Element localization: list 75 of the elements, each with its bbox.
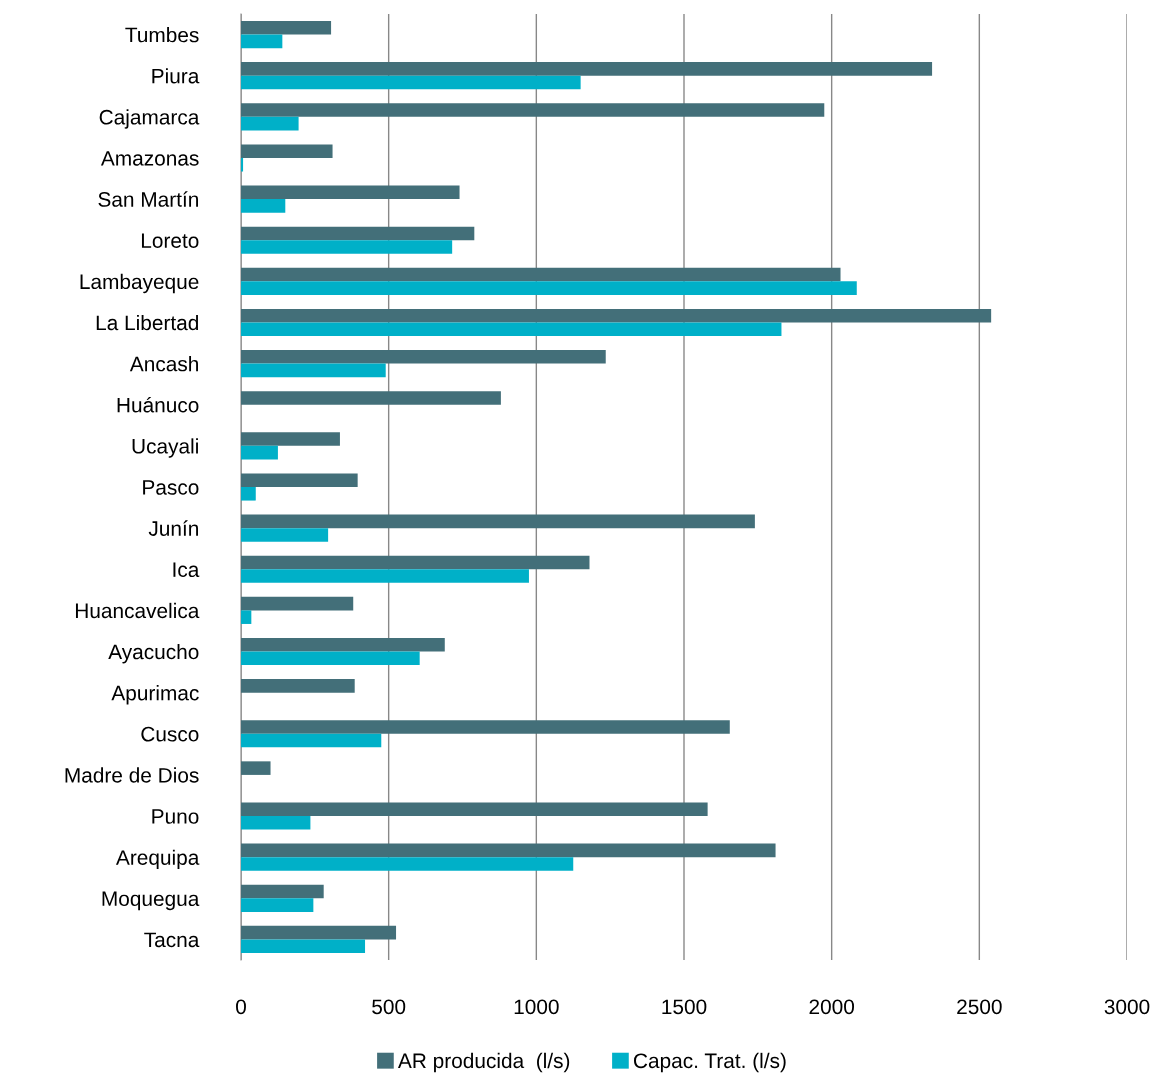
y-tick-label: Lambayeque (80, 273, 199, 294)
bar (241, 802, 708, 817)
x-tick-label: 1500 (662, 999, 707, 1015)
y-tick-label: Madre de Dios (65, 767, 199, 783)
y-tick-label: Moquegua (102, 891, 200, 911)
legend-label: AR producida (l/s) (397, 1052, 570, 1073)
y-tick-label: Loreto (141, 233, 199, 248)
y-tick-label: Arequipa (115, 849, 200, 870)
bar (241, 857, 574, 871)
bar (241, 651, 420, 666)
bar (241, 116, 299, 131)
bar (241, 761, 271, 775)
bar (241, 939, 366, 954)
bar (241, 281, 857, 295)
bar (241, 363, 386, 378)
bar (241, 103, 825, 117)
bar (241, 514, 755, 529)
y-tick-label: Junín (148, 520, 198, 536)
y-tick-label: San Martín (98, 191, 198, 207)
bar (241, 157, 244, 172)
bar (241, 75, 581, 90)
y-tick-label: Huancavelica (75, 602, 200, 619)
y-tick-label: Puno (152, 809, 199, 824)
bar (241, 240, 453, 254)
bar (241, 445, 278, 460)
x-tick-label: 500 (372, 999, 406, 1015)
bar (241, 199, 286, 213)
bar (241, 20, 332, 35)
bar (241, 733, 382, 748)
y-tick-label: Ucayali (132, 438, 198, 458)
y-tick-label: Amazonas (100, 151, 199, 166)
bar (241, 679, 355, 693)
bar (241, 308, 992, 323)
bar (241, 267, 841, 282)
bar (241, 528, 329, 542)
bar (241, 391, 501, 405)
bar (241, 555, 590, 570)
bar (241, 610, 252, 624)
bar (241, 843, 776, 858)
bar (241, 596, 354, 611)
bar (241, 569, 529, 583)
legend-label: Capac. Trat. (l/s) (634, 1052, 786, 1073)
bar (241, 62, 933, 76)
bar (241, 432, 340, 446)
x-tick-label: 0 (236, 999, 246, 1015)
y-tick-label: Pasco (143, 480, 199, 495)
y-tick-label: Cusco (141, 726, 199, 742)
bar (241, 898, 314, 912)
y-tick-label: Tacna (144, 932, 200, 948)
bar (241, 925, 397, 940)
x-tick-label: 1000 (514, 999, 559, 1015)
bar (241, 720, 730, 734)
bar (241, 884, 324, 899)
y-tick-label: Ayacucho (108, 643, 199, 664)
bar (241, 185, 460, 200)
y-tick-label: Ancash (129, 356, 198, 372)
y-tick-label: Huánuco (117, 396, 199, 413)
bar (241, 322, 782, 337)
bar (241, 637, 445, 652)
bar (241, 144, 333, 158)
bar (241, 350, 606, 364)
bar (241, 473, 358, 487)
y-tick-label: Ica (173, 562, 200, 578)
y-tick-label: Piura (152, 68, 200, 84)
y-tick-label: Apurimac (111, 685, 199, 705)
y-tick-label: La Libertad (96, 314, 198, 331)
bar (241, 226, 475, 241)
y-tick-label: Cajamarca (99, 109, 200, 129)
x-tick-label: 3000 (1104, 999, 1150, 1015)
x-tick-label: 2500 (957, 999, 1002, 1015)
y-tick-label: Tumbes (125, 27, 199, 43)
x-tick-label: 2000 (809, 999, 855, 1015)
bar (241, 816, 311, 830)
bar (241, 34, 283, 49)
bar (241, 487, 256, 501)
